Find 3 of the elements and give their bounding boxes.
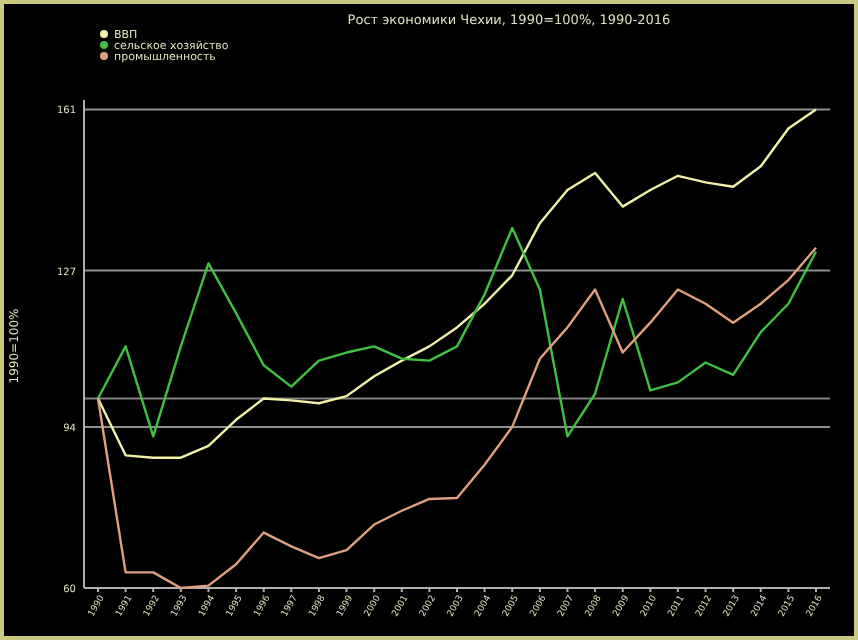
line-series	[96, 108, 818, 459]
line-series	[96, 226, 818, 438]
line-series	[96, 246, 818, 590]
